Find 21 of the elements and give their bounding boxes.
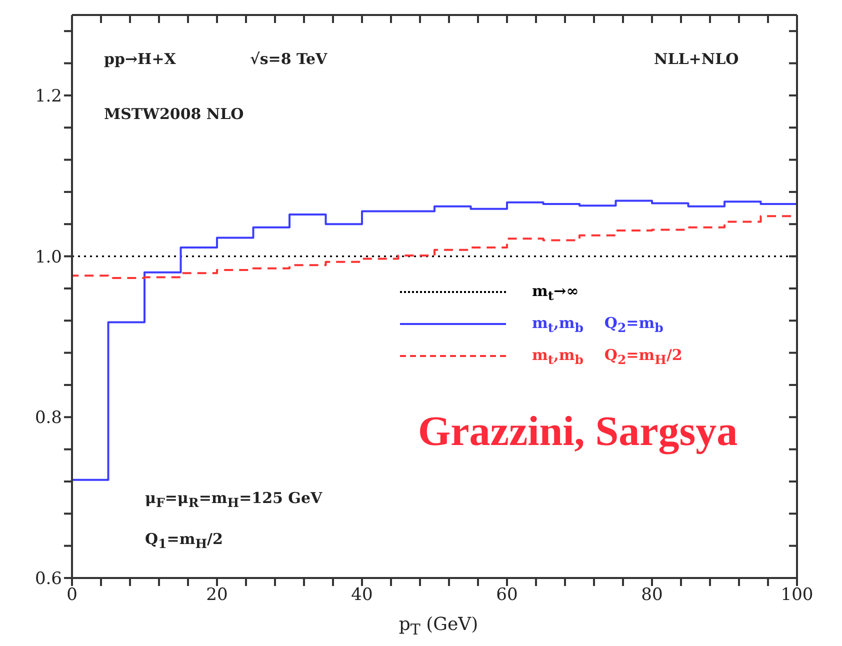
y-tick-label: 0.6 [34, 569, 62, 590]
x-tick-label: 80 [641, 585, 663, 606]
series-label: m$_{t}$→∞ [532, 282, 579, 302]
x-tick-label: 60 [496, 585, 518, 606]
x-tick-label: 0 [66, 585, 78, 606]
annotation: NLL+NLO [654, 50, 739, 68]
y-tick-label: 0.8 [34, 408, 62, 428]
x-tick-label: 40 [351, 585, 373, 606]
annotation: MSTW2008 NLO [104, 105, 244, 123]
annotation: √s=8 TeV [250, 50, 328, 68]
annotation: μ$_{F}$=μ$_{R}$=m$_{H}$=125 GeV [145, 489, 322, 510]
y-tick-label: 1.2 [34, 86, 62, 106]
x-tick-label: 20 [206, 585, 228, 606]
annotation: pp→H+X [104, 50, 176, 68]
x-tick-label: 100 [780, 585, 814, 606]
text: m$_{t}$,m$_{b}$ Q$_{2}$=m$_{b}$ [532, 314, 664, 334]
annotation: Grazzini, Sargsya [418, 408, 738, 456]
y-tick-label: 1.0 [34, 247, 62, 268]
text: m$_{t}$,m$_{b}$ Q$_{2}$=m$_{H}$/2 [532, 346, 682, 366]
x-axis-title: p$_{T}$ (GeV) [398, 614, 478, 639]
annotation: Q$_{1}$=m$_{H}$/2 [145, 530, 223, 551]
